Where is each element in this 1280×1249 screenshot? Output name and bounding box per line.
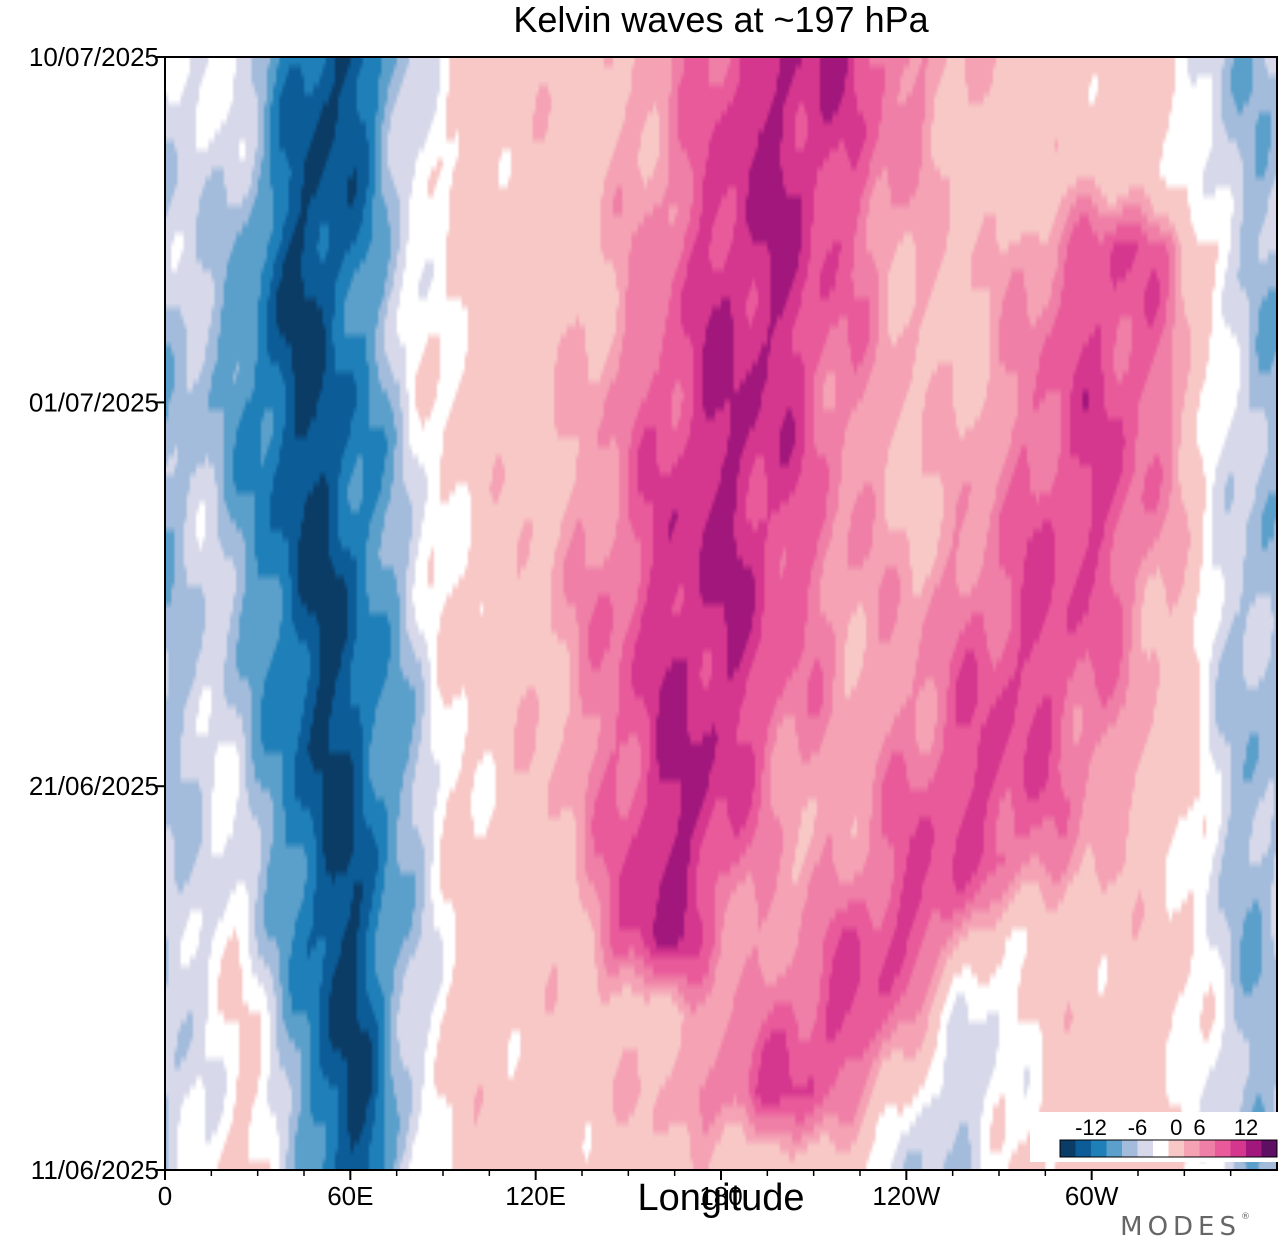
heatmap-field	[165, 57, 1277, 1170]
y-tick-label: 01/07/2025	[29, 387, 159, 417]
x-tick-label: 120W	[872, 1181, 940, 1211]
brand-mark: ®	[1241, 1212, 1250, 1222]
brand-text: MODES	[1120, 1212, 1241, 1242]
colorbar-tick-label: 12	[1234, 1115, 1258, 1140]
y-tick-label: 11/06/2025	[31, 1155, 159, 1185]
x-tick-label: 60W	[1065, 1181, 1119, 1211]
colorbar-swatch	[1168, 1140, 1185, 1157]
brand-logo: MODES®	[1120, 1212, 1250, 1242]
colorbar-swatch	[1230, 1140, 1247, 1157]
chart-title: Kelvin waves at ~197 hPa	[513, 0, 929, 40]
colorbar-tick-label: 0	[1170, 1115, 1182, 1140]
colorbar-swatch	[1246, 1140, 1262, 1157]
y-tick-label: 10/07/2025	[29, 42, 159, 72]
colorbar-swatch	[1091, 1140, 1107, 1157]
colorbar-swatch	[1215, 1140, 1231, 1157]
colorbar-swatch	[1075, 1140, 1092, 1157]
colorbar-frame	[1059, 1139, 1278, 1158]
colorbar-swatch	[1122, 1140, 1138, 1157]
colorbar-tick-label: -12	[1075, 1115, 1107, 1140]
colorbar-tick-label: 6	[1193, 1115, 1205, 1140]
colorbar-tick-label: -6	[1128, 1115, 1148, 1140]
x-axis-label: Longitude	[637, 1177, 805, 1219]
colorbar-swatch	[1153, 1140, 1169, 1157]
colorbar-swatch	[1106, 1140, 1123, 1157]
x-tick-label: 180	[699, 1181, 742, 1211]
colorbar-swatch	[1137, 1140, 1154, 1157]
colorbar-swatch	[1060, 1140, 1076, 1157]
x-tick-label: 60E	[327, 1181, 373, 1211]
colorbar-swatch	[1184, 1140, 1200, 1157]
colorbar-swatch	[1261, 1140, 1278, 1157]
y-tick-label: 21/06/2025	[29, 771, 159, 801]
colorbar-swatch	[1199, 1140, 1216, 1157]
x-tick-label: 0	[158, 1181, 172, 1211]
x-tick-label: 120E	[505, 1181, 566, 1211]
